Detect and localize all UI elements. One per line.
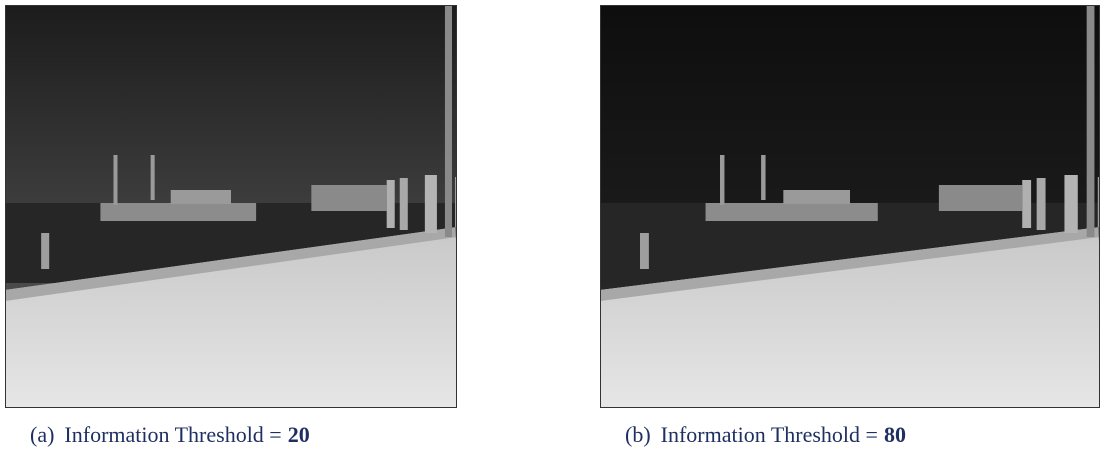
caption-threshold: 20 — [288, 422, 310, 447]
panel-a — [5, 5, 457, 408]
caption-text: Information Threshold = — [661, 422, 878, 447]
thermal-image-b — [600, 5, 1100, 408]
caption-label: (b) — [625, 422, 651, 447]
caption-a: (a) Information Threshold = 20 — [30, 422, 310, 448]
caption-b: (b) Information Threshold =80 — [625, 422, 906, 448]
caption-text: Information Threshold = — [64, 422, 281, 447]
thermal-image-a — [5, 5, 457, 408]
caption-threshold: 80 — [884, 422, 906, 447]
caption-label: (a) — [30, 422, 54, 447]
panel-b — [600, 5, 1100, 408]
page: (a) Information Threshold = 20 (b) Informat… — [0, 0, 1100, 455]
